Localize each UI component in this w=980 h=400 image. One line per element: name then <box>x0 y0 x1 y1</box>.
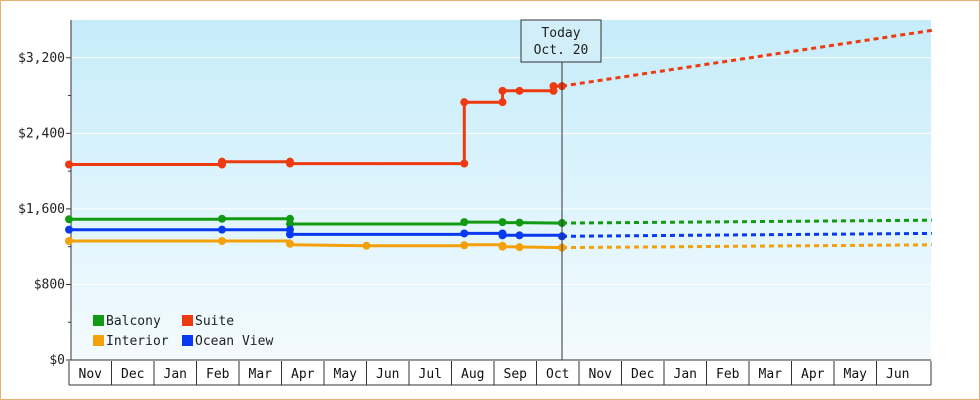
month-label: Aug <box>461 367 484 382</box>
data-point-ocean-view <box>65 225 73 234</box>
data-point-suite <box>65 160 73 169</box>
month-label: Dec <box>631 367 654 382</box>
data-point-ocean-view <box>515 231 524 240</box>
y-tick-label: $3,200 <box>18 51 65 66</box>
data-point-interior <box>218 237 226 245</box>
data-point-balcony <box>65 215 73 224</box>
data-point-ocean-view <box>498 231 507 240</box>
month-label: Nov <box>79 367 103 382</box>
legend-swatch-suite <box>182 315 193 326</box>
grid-lines <box>71 57 931 285</box>
data-point-ocean-view <box>218 225 226 234</box>
legend-swatch-balcony <box>93 315 104 326</box>
month-label: Feb <box>716 367 740 382</box>
today-box <box>520 19 602 63</box>
forecast-line-interior <box>561 243 932 250</box>
month-label: Mar <box>249 367 273 382</box>
plot-background <box>71 20 931 360</box>
month-label: Nov <box>589 367 613 382</box>
data-point-suite <box>498 98 507 107</box>
y-tick-label: $1,600 <box>18 202 65 217</box>
data-point-interior <box>498 242 507 251</box>
data-point-balcony <box>498 218 507 227</box>
data-point-balcony <box>286 220 294 228</box>
month-label: May <box>844 367 868 382</box>
data-point-suite <box>218 157 226 166</box>
data-point-interior <box>515 243 524 252</box>
month-label: Jan <box>164 367 187 382</box>
legend: Balcony Suite Interior Ocean View <box>93 314 273 349</box>
y-tick-label: $2,400 <box>18 126 65 141</box>
legend-label-balcony: Balcony <box>106 314 161 329</box>
data-point-balcony <box>460 218 469 227</box>
month-label: Dec <box>121 367 144 382</box>
month-label: Apr <box>801 367 825 382</box>
data-point-suite <box>515 86 524 95</box>
data-point-suite <box>460 98 469 107</box>
today-label: Today <box>541 26 580 41</box>
data-point-ocean-view <box>286 230 294 239</box>
data-point-interior <box>362 241 371 250</box>
month-label: Feb <box>206 367 230 382</box>
data-point-ocean-view <box>460 229 469 238</box>
month-label: Jun <box>886 367 909 382</box>
data-point-interior <box>460 241 469 250</box>
data-point-interior <box>286 239 294 248</box>
data-point-suite <box>286 159 294 168</box>
data-point-interior <box>65 237 73 245</box>
month-label: Mar <box>759 367 783 382</box>
legend-swatch-ocean-view <box>182 335 193 346</box>
month-label: May <box>334 367 358 382</box>
y-tick-label: $0 <box>49 353 65 368</box>
today-marker: Today Oct. 20 <box>520 19 602 360</box>
data-point-balcony <box>218 214 226 223</box>
data-point-balcony <box>515 218 524 227</box>
legend-label-suite: Suite <box>195 314 234 329</box>
today-date: Oct. 20 <box>534 43 589 58</box>
month-label: Jul <box>419 367 442 382</box>
month-label: Sep <box>504 367 528 382</box>
axes: $0 $800 $1,600 $2,400 $3,200 Nov Dec Jan Feb Mar A… <box>18 20 932 386</box>
legend-label-interior: Interior <box>106 334 169 349</box>
legend-swatch-interior <box>93 335 104 346</box>
y-tick-label: $800 <box>34 277 65 292</box>
data-point-suite <box>498 86 507 95</box>
data-point-suite <box>460 159 469 168</box>
month-label: Oct <box>546 367 569 382</box>
data-point-suite <box>549 82 558 91</box>
forecast-line-balcony <box>561 218 932 225</box>
month-label: Apr <box>291 367 315 382</box>
forecast-line-ocean-view <box>561 231 932 238</box>
legend-label-ocean-view: Ocean View <box>195 334 273 349</box>
month-label: Jun <box>376 367 399 382</box>
month-label: Jan <box>674 367 697 382</box>
